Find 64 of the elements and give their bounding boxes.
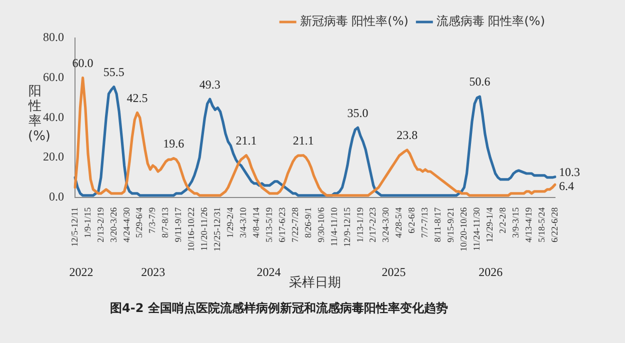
text: 2025	[382, 265, 406, 280]
x-tick-label: 7/3-7/9	[147, 206, 158, 234]
x-tick-label: 5/13-5/19	[264, 206, 274, 242]
y-tick-label: 40.0	[43, 110, 64, 124]
x-tick-label: 3/4-3/10	[238, 206, 248, 238]
x-tick-label: 5/18-5/24	[536, 206, 546, 242]
x-tick-label: 3/9-3/15	[510, 206, 520, 238]
x-tick-label: 4/24-4/30	[121, 206, 132, 242]
data-label: 42.5	[126, 90, 148, 105]
y-tick-label: 0.0	[49, 190, 64, 204]
x-tick-label: 10/20-10/26	[458, 206, 469, 252]
data-label: 50.6	[469, 74, 490, 89]
x-tick-label: 2/17-2/23	[368, 206, 378, 242]
y-tick-label: 20.0	[43, 150, 64, 164]
x-tick-label: 3/20-3/26	[108, 206, 118, 242]
x-tick-label: 7/22-7/28	[290, 206, 300, 242]
data-label: 21.1	[292, 134, 314, 148]
x-tick-label: 6/2-6/8	[406, 206, 417, 234]
x-tick-label: 4/28-5/4	[394, 206, 404, 238]
text: 2026	[478, 265, 503, 280]
x-tick-label: 7/7-7/13	[420, 206, 430, 238]
y-tick-label: 80.0	[43, 30, 64, 44]
x-tick-label: 11/24-11/30	[472, 206, 482, 251]
x-tick-label: 2/2-2/8	[497, 206, 508, 234]
data-label: 60.0	[72, 56, 94, 70]
data-label: 35.0	[347, 106, 368, 120]
x-tick-label: 1/9-1/15	[82, 206, 92, 238]
legend-label: 流感病毒 阳性率(%)	[436, 14, 546, 28]
x-tick-label: 8/7-8/13	[160, 206, 170, 238]
x-tick-label: 12/29-1/4	[484, 206, 494, 242]
x-tick-label: 12/5-12/11	[69, 207, 80, 247]
data-label: 49.3	[199, 77, 220, 92]
text: 2023	[141, 265, 166, 280]
data-label: 6.4	[559, 178, 574, 193]
data-label: 19.6	[163, 136, 184, 151]
data-label: 23.8	[396, 128, 418, 142]
x-tick-label: 10/16-10/22	[186, 207, 196, 252]
x-tick-label: 12/25-12/31	[212, 207, 222, 252]
x-tick-label: 4/8-4/14	[250, 206, 261, 238]
x-axis-title: 采样日期	[289, 276, 341, 291]
x-tick-label: 5/29-6/4	[134, 206, 144, 238]
x-tick-label: 9/15-9/21	[446, 207, 456, 242]
x-tick-label: 2/13-2/19	[95, 206, 106, 242]
x-tick-label: 3/24-3/30	[380, 206, 391, 242]
text: 图4-2 全国哨点医院流感样病例新冠和流感病毒阳性率变化趋势	[110, 300, 448, 317]
x-tick-label: 9/11-9/17	[173, 206, 184, 242]
x-tick-label: 9/30-10/6	[316, 206, 326, 242]
data-label: 55.5	[103, 64, 124, 79]
x-tick-label: 12/9-12/15	[342, 206, 352, 247]
x-tick-label: 6/22-6/28	[549, 206, 560, 242]
x-tick-label: 11/4-11/10	[328, 206, 339, 246]
x-tick-label: 1/29-2/4	[225, 206, 236, 238]
x-tick-label: 8/11-8/17	[432, 206, 443, 242]
x-tick-label: 6/17-6/23	[276, 206, 287, 242]
y-tick-label: 60.0	[43, 70, 64, 84]
legend-label: 新冠病毒 阳性率(%)	[300, 14, 408, 28]
x-tick-label: 4/13-4/19	[523, 206, 534, 242]
x-tick-label: 1/13-1/19	[354, 206, 365, 242]
text: 2024	[256, 265, 281, 280]
x-tick-label: 11/20-11/26	[199, 206, 210, 251]
data-label: 21.1	[236, 134, 257, 148]
data-label: 10.3	[559, 165, 580, 180]
x-tick-label: 8/26-9/1	[302, 207, 313, 238]
text: 2022	[69, 265, 94, 280]
